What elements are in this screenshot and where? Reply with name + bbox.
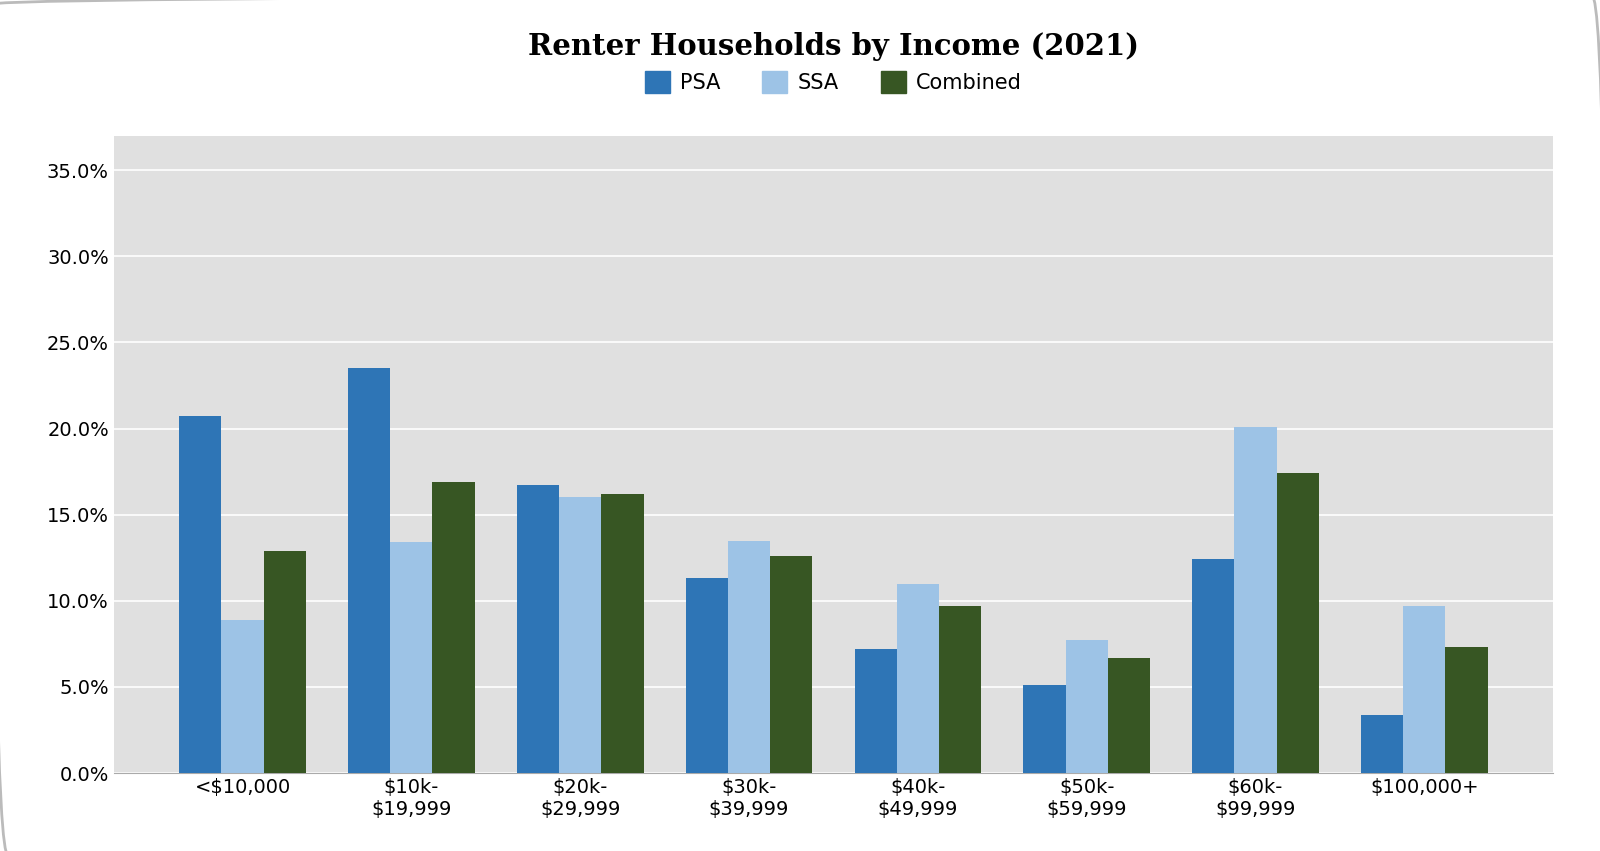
Legend: PSA, SSA, Combined: PSA, SSA, Combined [637, 63, 1030, 101]
Bar [1192, 559, 1234, 773]
Bar [1362, 715, 1403, 773]
Bar [179, 416, 221, 773]
Bar [264, 551, 306, 773]
Title: Renter Households by Income (2021): Renter Households by Income (2021) [528, 32, 1139, 61]
Bar [1445, 648, 1488, 773]
Bar [1277, 473, 1318, 773]
Bar [390, 542, 432, 773]
Bar [854, 649, 896, 773]
Bar [728, 540, 770, 773]
Bar [939, 606, 981, 773]
Bar [349, 368, 390, 773]
Bar [558, 498, 602, 773]
Bar [602, 494, 643, 773]
Bar [432, 482, 475, 773]
Bar [517, 485, 558, 773]
Bar [770, 556, 813, 773]
Bar [1024, 685, 1066, 773]
Bar [221, 620, 264, 773]
Bar [1107, 658, 1150, 773]
Bar [896, 584, 939, 773]
Bar [686, 579, 728, 773]
Bar [1234, 427, 1277, 773]
Bar [1066, 641, 1107, 773]
Bar [1403, 606, 1445, 773]
